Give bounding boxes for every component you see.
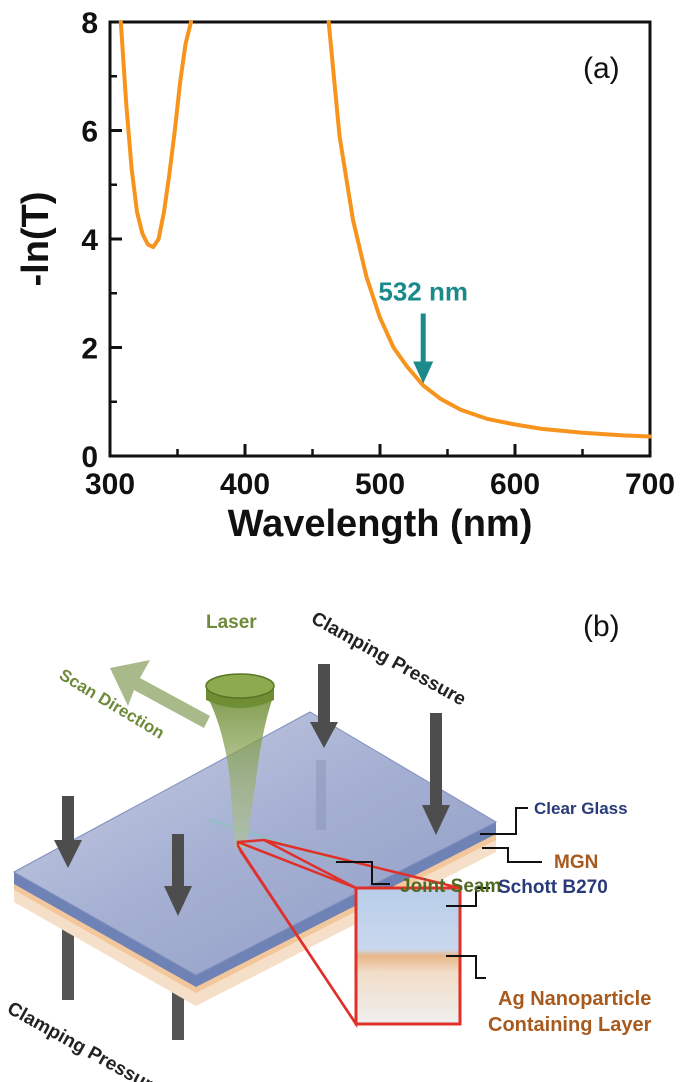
plot-frame [108,20,652,458]
data-point [582,432,583,434]
bottom-glass-layer [14,840,496,1006]
x-tick-label-3: 600 [490,468,540,501]
data-point [179,81,181,83]
laser-label: Laser [206,612,257,633]
clear-glass-label: Clear Glass [534,799,628,818]
inset-box [354,886,462,1026]
data-point [131,167,133,169]
annotation-arrowhead [413,361,434,384]
data-point [190,21,192,23]
schott-label: Schott B270 [498,877,608,898]
data-point [422,384,424,386]
data-point [141,233,143,235]
data-point [168,173,170,175]
x-tick-labels: 300 400 500 600 700 [85,468,675,501]
data-point [152,246,154,248]
y-tick-label-4: 8 [81,7,98,40]
data-point [147,243,149,245]
wavelength-annotation: 532 nm [378,276,468,306]
data-point [649,435,651,437]
y-axis-title: -ln(T) [15,192,57,287]
ag-label-line1: Ag Nanoparticle [498,988,651,1010]
clear-glass-top [12,711,498,976]
data-point [393,347,394,348]
data-point [541,428,543,430]
x-tick-label-1: 400 [220,468,270,501]
clamp-arrow-top-right [422,713,450,835]
data-point [379,317,381,319]
welding-setup-diagram: (b) [4,608,652,1082]
scan-direction-arrow [110,660,210,728]
clear-glass-edge [14,822,496,987]
absorbance-chart: 300 400 500 600 700 0 2 4 6 8 (a) 532 nm Wavelen… [15,7,675,545]
clamping-pressure-top-label: Clamping Pressure [308,608,470,710]
data-points [120,21,651,437]
mgn-label: MGN [554,852,598,873]
y-tick-label-0: 0 [81,441,98,474]
data-point [125,102,127,104]
clamping-pressure-bottom-label: Clamping Pressure [4,998,166,1082]
data-point [406,365,408,367]
data-point [460,409,462,411]
clamp-arrow-top-left [310,664,338,748]
clamp-arrow-left [54,796,82,868]
data-point [487,418,489,420]
joint-seam-line [209,818,341,864]
data-point [158,238,160,240]
y-tick-labels: 0 2 4 6 8 [81,7,98,474]
panel-label-b: (b) [583,610,620,643]
y-tick-label-2: 4 [81,224,98,257]
data-point [366,276,367,278]
ag-label-line2: Containing Layer [488,1014,652,1036]
data-point [622,434,624,436]
data-point [136,211,138,213]
data-point [185,43,187,45]
series-line [118,20,652,439]
leader-lines [336,807,542,979]
clamp-arrow-mid [164,834,192,916]
y-tick-label-3: 6 [81,116,98,149]
x-tick-label-0: 300 [85,468,135,501]
data-point [120,21,122,23]
laser-beam [205,673,275,848]
joint-seam-label: Joint Seam [400,876,501,897]
cross-section-inset [236,838,462,1029]
scan-direction-label: Scan Direction [56,665,168,743]
faint-transmitted-arrow [316,760,326,830]
panel-label-a: (a) [583,52,620,85]
data-point [328,21,330,23]
data-point [339,135,340,137]
x-tick-label-4: 700 [625,468,675,501]
data-point [163,211,165,213]
x-tick-label-2: 500 [355,468,405,501]
data-point [440,398,442,400]
data-point [514,424,516,426]
y-tick-label-1: 2 [81,333,98,366]
axis-ticks [108,20,652,458]
x-axis-title: Wavelength (nm) [228,503,533,545]
data-point [174,130,176,131]
mgn-layer [14,832,496,997]
data-point [352,219,354,221]
